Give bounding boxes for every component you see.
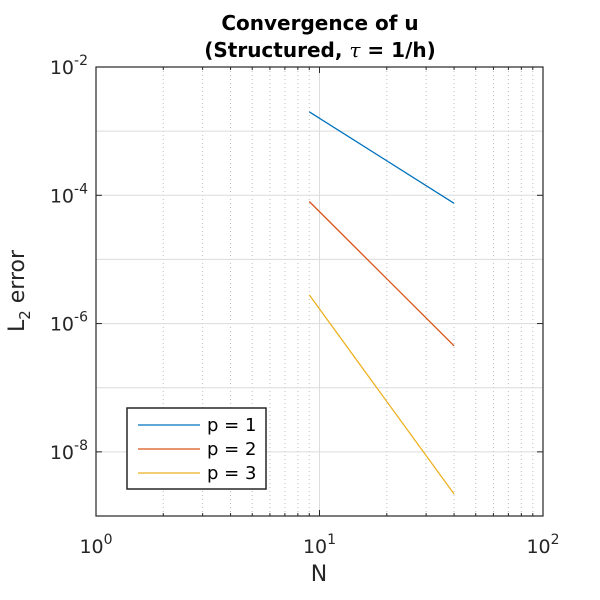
x-tick-label: 102 [526,532,559,558]
chart-title-line1: Convergence of u [221,11,418,35]
x-tick-label-exp: 0 [104,532,113,548]
y-tick-label-base: 10 [50,185,74,207]
y-tick-label-exp: -4 [74,181,88,197]
y-tick-label-exp: -8 [74,438,88,454]
chart-title-line2-pre: (Structured, [204,38,349,62]
series-layer [308,111,455,495]
y-tick-label-exp: -2 [74,53,88,69]
tick-marks [95,66,543,516]
x-tick-label-base: 10 [79,536,103,558]
y-axis-label-sub: 2 [16,310,34,320]
y-tick-label: 10-4 [50,181,88,207]
x-tick-label: 101 [303,532,336,558]
legend-label-p2: p = 2 [207,439,256,460]
y-tick-label-base: 10 [50,314,74,336]
y-tick-label: 10-2 [50,53,88,79]
legend: p = 1 p = 2 p = 3 [126,407,267,490]
y-tick-label-base: 10 [50,57,74,79]
y-tick-label-base: 10 [50,442,74,464]
x-tick-label-base: 10 [526,536,550,558]
chart-title-line2-post: = 1/h) [360,38,435,62]
y-axis-label-rest: error [5,249,30,310]
legend-label-p1: p = 1 [207,415,256,436]
y-tick-label: 10-8 [50,438,88,464]
x-tick-label-exp: 1 [327,532,336,548]
y-axis-label: L2 error [5,249,34,332]
legend-label-p3: p = 3 [207,463,256,484]
y-axis-label-main: L [5,319,30,332]
x-axis-label: N [311,562,327,587]
series-line-p2 [308,201,455,347]
chart-title-line2: (Structured, τ = 1/h) [204,38,436,62]
chart-title-tau: τ [349,38,361,62]
x-tick-label-exp: 2 [551,532,560,548]
x-tick-label: 100 [79,532,112,558]
series-line-p3 [308,294,455,495]
x-tick-label-base: 10 [303,536,327,558]
series-line-p1 [308,111,455,204]
y-tick-label-exp: -6 [74,310,88,326]
y-tick-label: 10-6 [50,310,88,336]
grid-lines [95,67,543,516]
